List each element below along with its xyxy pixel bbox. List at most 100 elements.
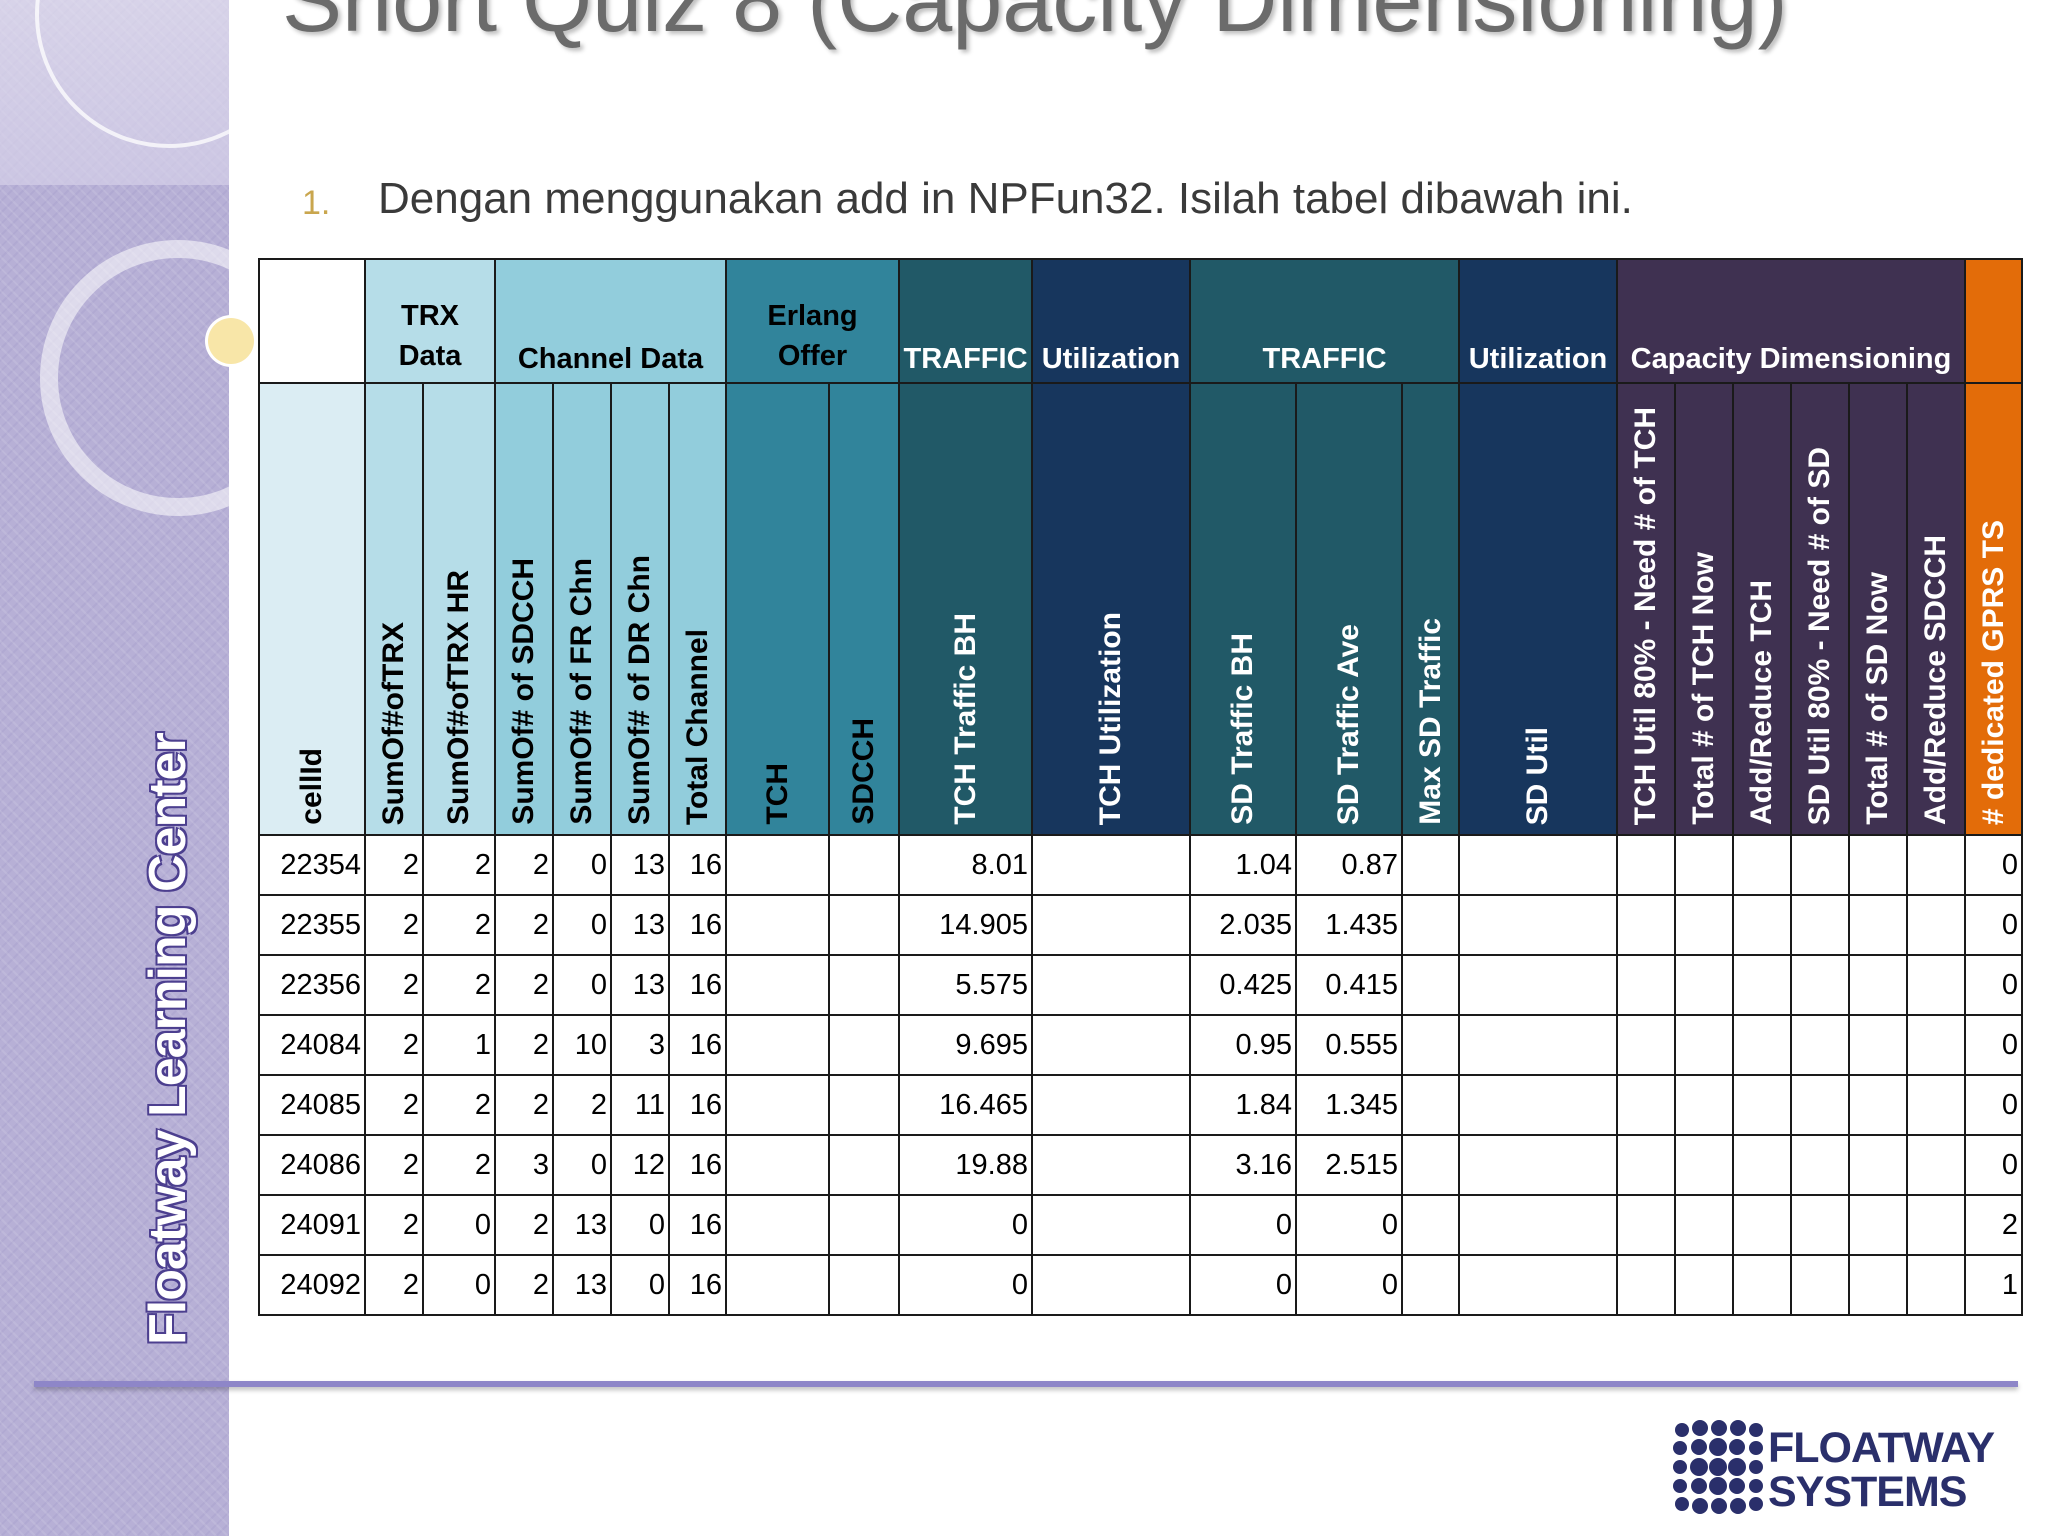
table-cell	[1906, 1014, 1966, 1076]
table-cell: 0	[898, 1254, 1033, 1316]
table-cell: 22354	[258, 834, 366, 896]
group-header-channel-data: Channel Data	[494, 258, 727, 384]
table-cell: 0	[610, 1254, 670, 1316]
table-cell	[1458, 954, 1618, 1016]
table-cell	[1031, 894, 1191, 956]
table-cell	[828, 1014, 900, 1076]
table-cell	[1401, 834, 1460, 896]
table-cell: 0	[422, 1254, 496, 1316]
table-cell: 22356	[258, 954, 366, 1016]
col-header-add-reduce-tch: Add/Reduce TCH	[1732, 382, 1792, 836]
table-cell	[828, 954, 900, 1016]
table-cell: 10	[552, 1014, 612, 1076]
col-label: SumOf# of SDCCH	[507, 558, 540, 825]
group-header-traffic-tch: TRAFFIC	[898, 258, 1033, 384]
table-cell	[1732, 1134, 1792, 1196]
table-cell	[1906, 834, 1966, 896]
table-cell: 2	[422, 1134, 496, 1196]
table-cell: 0	[1964, 1134, 2023, 1196]
table-cell: 2	[364, 954, 424, 1016]
table-cell: 1	[422, 1014, 496, 1076]
table-cell	[1458, 1074, 1618, 1136]
table-cell: 0	[1189, 1254, 1297, 1316]
table-row: 22356 2 2 2 0 13 16 5.575 0.425 0.415 0	[258, 954, 2023, 1016]
col-header-tch-traffic-bh: TCH Traffic BH	[898, 382, 1033, 836]
table-cell: 2	[422, 834, 496, 896]
table-cell: 0	[1189, 1194, 1297, 1256]
table-cell	[1616, 1134, 1676, 1196]
table-cell: 16	[668, 1134, 727, 1196]
col-label: SDCCH	[847, 718, 880, 825]
side-brand-text: Floatway Learning Center	[139, 733, 197, 1345]
table-cell	[1906, 1254, 1966, 1316]
table-cell: 2	[494, 894, 554, 956]
group-header-gprs	[1964, 258, 2023, 384]
table-cell	[1848, 1254, 1908, 1316]
table-cell	[1732, 1014, 1792, 1076]
table-cell	[1458, 1134, 1618, 1196]
table-cell: 0.95	[1189, 1014, 1297, 1076]
table-cell	[1906, 1194, 1966, 1256]
table-cell	[1790, 1134, 1850, 1196]
table-cell: 3.16	[1189, 1134, 1297, 1196]
group-label: Erlang Offer	[767, 300, 858, 372]
table-cell	[1732, 1074, 1792, 1136]
table-cell	[1732, 1254, 1792, 1316]
col-label: SumOf#ofTRX	[377, 621, 410, 825]
bullet-text: Dengan menggunakan add in NPFun32. Isila…	[378, 174, 1633, 223]
table-cell	[725, 1194, 830, 1256]
table-cell	[1674, 1254, 1734, 1316]
table-cell	[1458, 1194, 1618, 1256]
table-cell	[1674, 1134, 1734, 1196]
col-header-sd-traffic-ave: SD Traffic Ave	[1295, 382, 1403, 836]
group-header-erlang-offer: Erlang Offer	[725, 258, 900, 384]
table-body: 22354 2 2 2 0 13 16 8.01 1.04 0.87 0 22355 2 2 2 0 13 16 1…	[258, 834, 2023, 1316]
col-label: SD Traffic BH	[1226, 633, 1259, 825]
col-header-sd-traffic-bh: SD Traffic BH	[1189, 382, 1297, 836]
col-label: # dedicated GPRS TS	[1976, 519, 2010, 825]
col-header-total-channel: Total Channel	[668, 382, 727, 836]
group-header-row: TRX Data Channel Data Erlang Offer TRAFF…	[258, 258, 2023, 384]
table-cell: 0	[610, 1194, 670, 1256]
table-cell	[1031, 1134, 1191, 1196]
table-cell	[1848, 894, 1908, 956]
col-header-sum-dr: SumOf# of DR Chn	[610, 382, 670, 836]
table-cell	[1031, 1074, 1191, 1136]
table-cell	[1401, 1014, 1460, 1076]
table-cell	[1790, 1074, 1850, 1136]
table-cell: 0	[1964, 1014, 2023, 1076]
table-cell: 16	[668, 1254, 727, 1316]
table-cell	[1674, 1074, 1734, 1136]
table-cell: 2	[552, 1074, 612, 1136]
col-label: Total # of TCH Now	[1687, 552, 1720, 825]
table-cell	[725, 1014, 830, 1076]
group-header-trx-data: TRX Data	[364, 258, 496, 384]
table-cell	[1401, 1194, 1460, 1256]
column-header-row: cellId SumOf#ofTRX SumOf#ofTRX HR SumOf#…	[258, 382, 2023, 836]
table-cell: 16	[668, 1074, 727, 1136]
table-cell: 11	[610, 1074, 670, 1136]
table-cell: 16.465	[898, 1074, 1033, 1136]
table-cell: 9.695	[898, 1014, 1033, 1076]
table-row: 24091 2 0 2 13 0 16 0 0 0 2	[258, 1194, 2023, 1256]
logo-dots-icon	[1673, 1420, 1763, 1514]
logo-text: FLOATWAY SYSTEMS	[1768, 1426, 1995, 1514]
table-cell	[1848, 1074, 1908, 1136]
group-header-traffic-sd: TRAFFIC	[1189, 258, 1460, 384]
table-cell: 2	[364, 1134, 424, 1196]
table-cell: 1	[1964, 1254, 2023, 1316]
table-cell	[725, 1254, 830, 1316]
col-label: SD Util	[1521, 726, 1554, 825]
table-cell: 24085	[258, 1074, 366, 1136]
col-header-total-sd-now: Total # of SD Now	[1848, 382, 1908, 836]
table-cell: 2	[364, 1254, 424, 1316]
table-cell	[1031, 954, 1191, 1016]
table-cell: 16	[668, 1194, 727, 1256]
table-cell	[1848, 834, 1908, 896]
table-cell: 0.425	[1189, 954, 1297, 1016]
table-cell: 2	[494, 954, 554, 1016]
table-cell	[1616, 1074, 1676, 1136]
table-cell: 13	[552, 1194, 612, 1256]
table-cell: 0	[1964, 894, 2023, 956]
col-header-sdcch: SDCCH	[828, 382, 900, 836]
